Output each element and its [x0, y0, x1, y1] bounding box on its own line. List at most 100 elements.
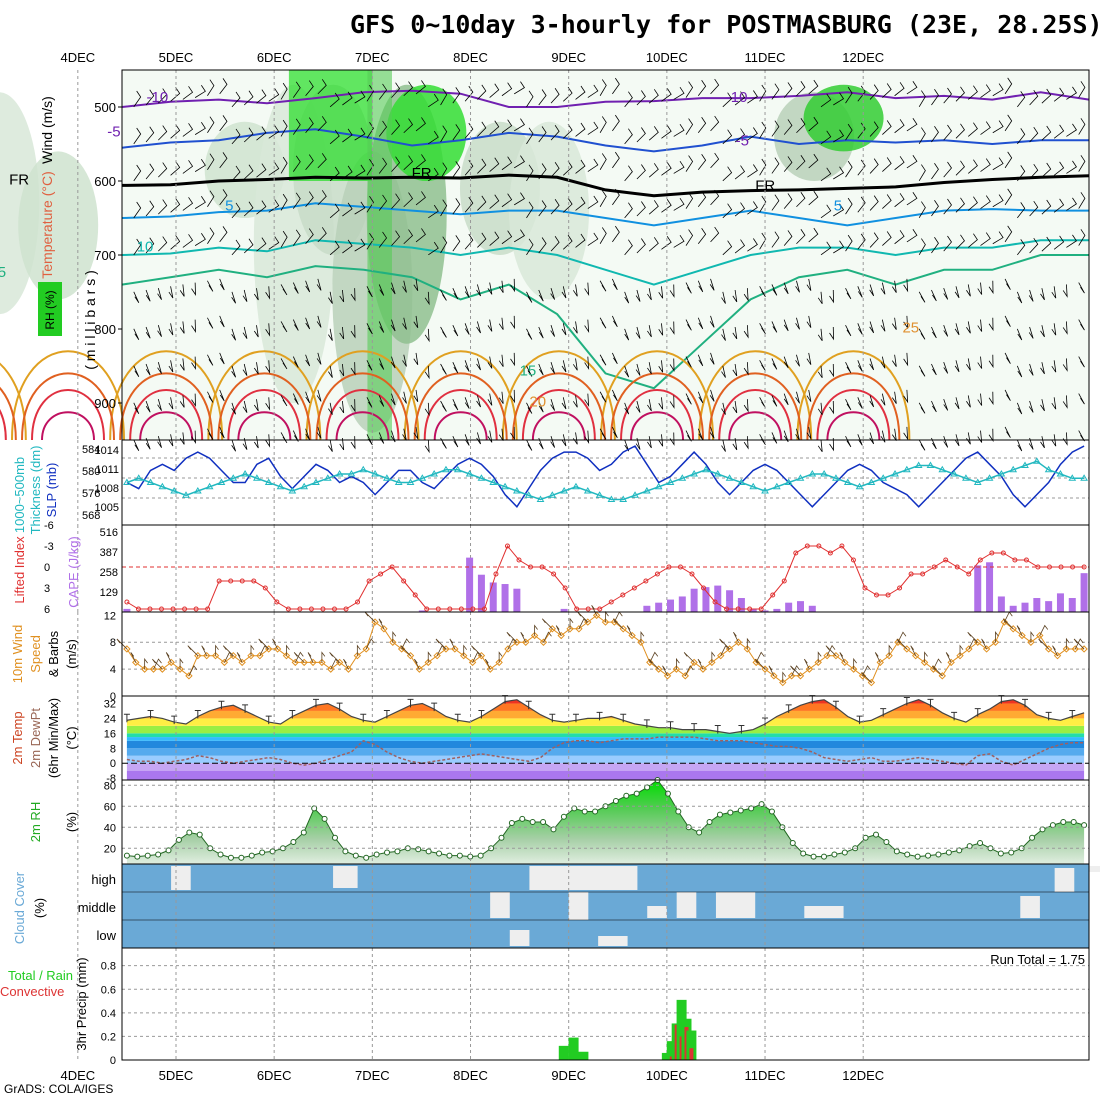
wind-barb-10m — [711, 651, 716, 663]
wind-barb-10m — [683, 652, 695, 663]
thickness-marker — [832, 474, 840, 481]
y-tick-label: 500 — [94, 100, 116, 115]
wind-barb — [476, 321, 481, 334]
wind-barb — [599, 317, 607, 329]
wind-barb — [513, 229, 525, 243]
thickness-marker — [902, 465, 911, 473]
wind-barb — [669, 284, 675, 298]
wind-barb-10m — [755, 651, 765, 663]
cape-bar — [1056, 593, 1064, 612]
wind-barb — [342, 239, 353, 254]
wind-barb-10m — [144, 657, 148, 670]
wind-speed-marker — [424, 658, 432, 667]
wind-barb — [219, 78, 228, 95]
wind-barb — [253, 288, 259, 301]
cloud-block — [715, 892, 756, 918]
wind-barb — [317, 116, 327, 132]
wind-barb — [732, 289, 738, 303]
chart-title: GFS 0~10day 3-hourly for POSTMASBURG (23… — [350, 10, 1100, 39]
wind-barb — [182, 160, 194, 174]
wind-barb — [440, 88, 448, 106]
li-marker — [631, 585, 637, 591]
wind-barb-10m — [286, 644, 290, 656]
cape-bar — [785, 602, 793, 612]
wind-barb-10m — [1065, 637, 1070, 649]
wind-barb — [1078, 393, 1085, 405]
temp-minmax-bar — [832, 700, 839, 710]
wind-speed-marker — [974, 638, 982, 646]
wind-barb — [256, 126, 267, 141]
wind-barb — [931, 363, 937, 376]
wind-barb — [538, 326, 544, 339]
wind-barb — [1051, 434, 1057, 447]
wind-barb — [661, 162, 672, 176]
wind-speed-marker — [442, 645, 450, 653]
thickness-marker — [1009, 465, 1018, 473]
wind-barb — [1028, 400, 1034, 413]
wind-barb-10m — [378, 618, 385, 629]
li-marker — [931, 564, 937, 570]
wind-barb — [231, 291, 237, 304]
cloud-block — [490, 892, 510, 918]
wind-barb — [231, 239, 241, 256]
rh-marker — [581, 808, 588, 815]
cloud-block — [598, 936, 628, 946]
wind-barb — [391, 82, 401, 98]
wind-barb — [771, 395, 778, 407]
wind-barb — [424, 439, 430, 454]
wind-barb — [1029, 163, 1039, 180]
wind-barb — [280, 156, 288, 174]
wind-barb — [350, 288, 356, 302]
wind-speed-marker — [858, 672, 867, 680]
y-tick-label: 700 — [94, 248, 116, 263]
wind-barb — [157, 362, 162, 374]
wind-barb — [612, 77, 620, 95]
wind-barb — [158, 125, 168, 141]
contour-label: -10 — [726, 89, 748, 106]
wind-barb — [685, 155, 694, 172]
thickness-marker — [276, 482, 285, 490]
contour-label: -5 — [107, 124, 120, 141]
li-marker — [562, 585, 568, 591]
wind-barb — [722, 129, 733, 145]
diurnal-contour — [129, 389, 204, 441]
wind-barb — [1078, 282, 1085, 294]
temp-band — [126, 703, 1085, 711]
wind-barb — [1017, 239, 1026, 256]
wind-barb — [498, 280, 504, 293]
y-tick-label: 584 — [82, 444, 100, 456]
wind-barb-10m — [215, 644, 219, 656]
li-marker — [1058, 564, 1064, 570]
li-marker — [804, 543, 810, 549]
temp-minmax-bar — [856, 715, 863, 725]
wind-barb — [584, 319, 590, 334]
wind-barb — [1053, 161, 1065, 176]
temp-minmax-bar — [123, 713, 130, 723]
wind-barb — [292, 430, 299, 442]
y-tick-label: 0.4 — [101, 1008, 116, 1020]
wind-barb — [354, 201, 366, 215]
wind-barb — [783, 393, 789, 406]
wind-barb — [145, 89, 155, 106]
wind-barb — [796, 81, 806, 97]
wind-barb — [452, 161, 461, 178]
cape-bar — [726, 590, 734, 612]
wind-barb-10m — [924, 651, 928, 663]
wind-barb — [857, 434, 863, 446]
thickness-marker — [642, 487, 651, 494]
wind-barb — [476, 358, 481, 371]
wind-barb — [538, 289, 544, 302]
temp-band — [126, 748, 1085, 756]
thickness-marker — [217, 478, 226, 485]
wind-barb — [243, 238, 254, 254]
wind-barb — [354, 90, 366, 104]
wind-barb — [918, 328, 926, 340]
wind-barb — [157, 399, 162, 411]
rh-marker — [155, 851, 162, 858]
wind-barb — [857, 196, 866, 213]
wind-speed-marker — [397, 645, 406, 653]
wind-barb — [1016, 291, 1023, 304]
wind-barb-10m — [187, 645, 199, 656]
rh-marker — [612, 798, 619, 804]
wind-barb — [378, 83, 388, 100]
